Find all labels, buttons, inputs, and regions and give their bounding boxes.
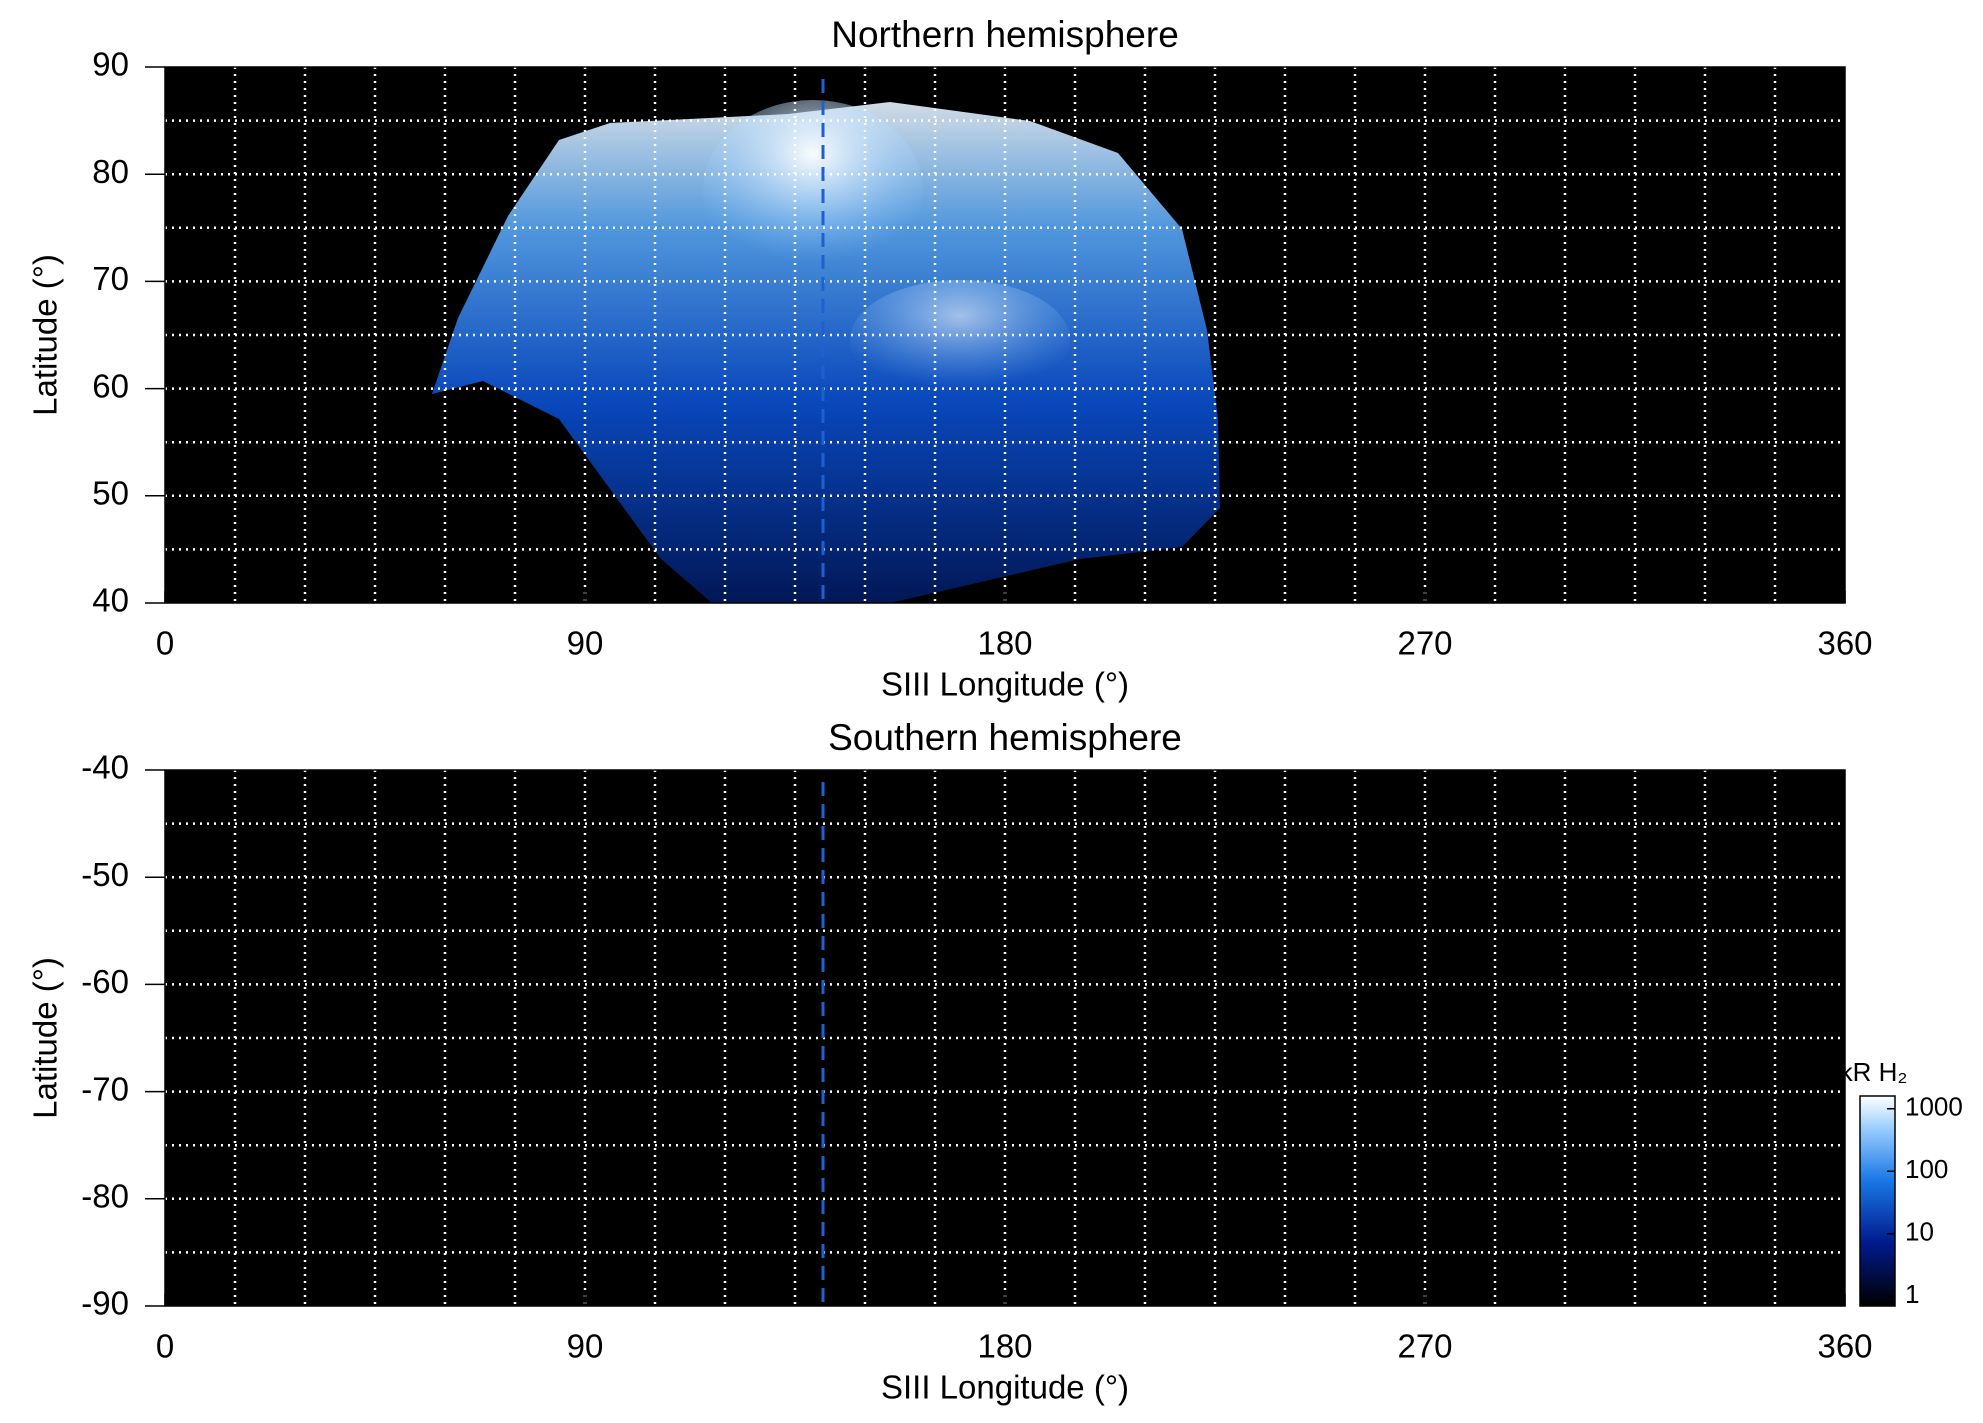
y-tick-label: 40 [92,582,129,619]
y-tick-label: -90 [81,1285,129,1322]
y-tick-label: -50 [81,856,129,893]
y-tick-label: -70 [81,1070,129,1107]
x-tick-label: 0 [156,625,174,662]
y-tick-label: -80 [81,1178,129,1215]
x-tick-label: 180 [977,625,1032,662]
colorbar-label: kR H₂ [1840,1057,1908,1087]
colorbar-tick-label: 1000 [1905,1092,1963,1122]
x-axis-label: SIII Longitude (°) [881,666,1129,703]
colorbar-tick-label: 10 [1905,1217,1934,1247]
colorbar-tick-label: 1 [1905,1279,1919,1309]
x-tick-label: 360 [1817,625,1872,662]
chart-title: Northern hemisphere [831,14,1179,55]
colorbar [1859,1095,1896,1307]
y-tick-label: 80 [92,153,129,190]
x-tick-label: 180 [977,1328,1032,1365]
x-tick-label: 360 [1817,1328,1872,1365]
y-tick-label: 70 [92,260,129,297]
x-tick-label: 90 [567,625,604,662]
x-tick-label: 270 [1397,625,1452,662]
y-tick-label: -60 [81,963,129,1000]
x-tick-label: 0 [156,1328,174,1365]
x-tick-label: 90 [567,1328,604,1365]
y-tick-label: 50 [92,475,129,512]
y-tick-label: 60 [92,367,129,404]
colorbar-tick-label: 100 [1905,1154,1948,1184]
x-axis-label: SIII Longitude (°) [881,1369,1129,1406]
y-axis-label: Latitude (°) [27,957,64,1119]
y-tick-label: 90 [92,46,129,83]
chart-title: Southern hemisphere [828,717,1182,758]
x-tick-label: 270 [1397,1328,1452,1365]
y-axis-label: Latitude (°) [27,254,64,416]
y-tick-label: -40 [81,749,129,786]
